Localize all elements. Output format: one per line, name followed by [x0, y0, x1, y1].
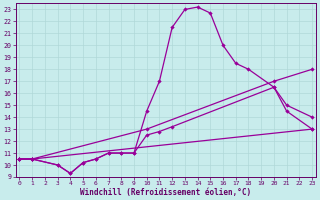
X-axis label: Windchill (Refroidissement éolien,°C): Windchill (Refroidissement éolien,°C): [80, 188, 251, 197]
